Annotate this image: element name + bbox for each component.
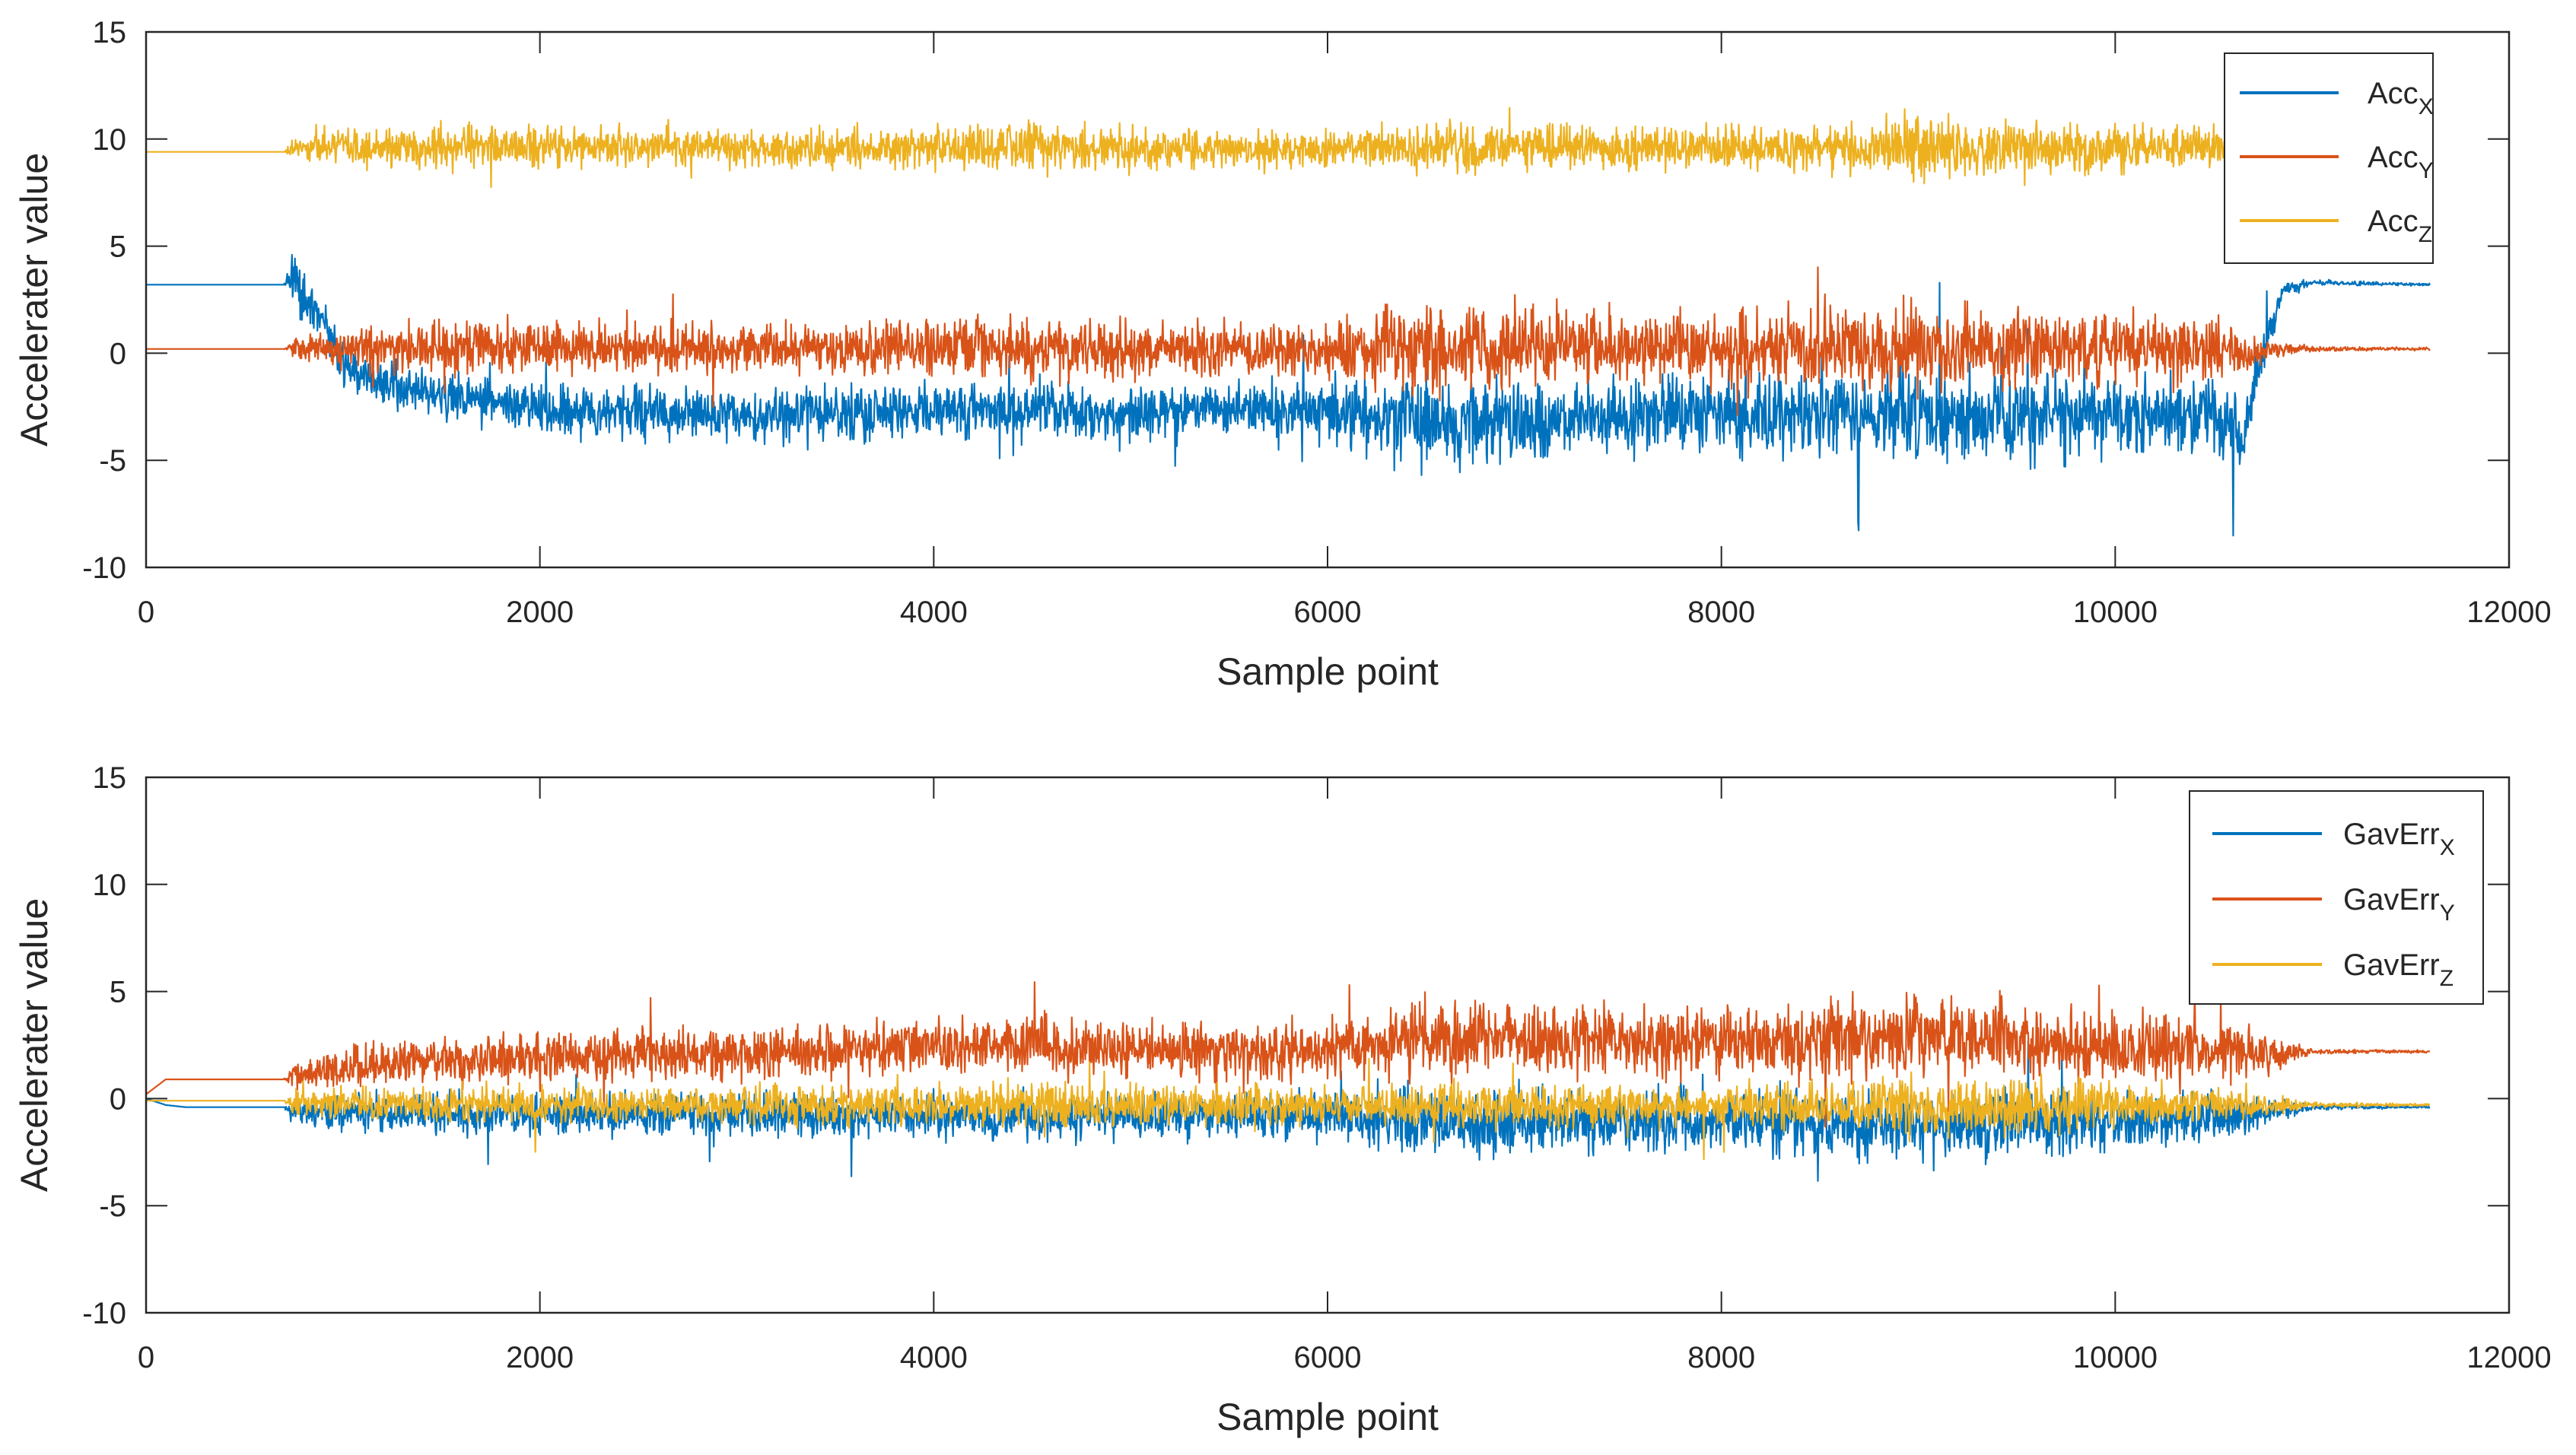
y-axis-label: Accelerater value <box>13 153 56 446</box>
y-tick-label: 10 <box>93 123 127 157</box>
legend-label: AccX <box>2368 77 2434 119</box>
series-line-acc-y <box>145 266 2431 416</box>
y-tick-label: -5 <box>99 444 126 478</box>
x-tick-label: 0 <box>138 596 154 629</box>
tick-group: 0 2000 4000 6000 8000 10000 12000 -10 -5 0 5 10 15 <box>82 761 2551 1374</box>
y-tick-label: 5 <box>110 976 126 1009</box>
y-tick-label: 5 <box>110 230 126 264</box>
x-tick-label: 10000 <box>2073 596 2158 629</box>
x-tick-label: 2000 <box>506 596 574 629</box>
legend-entry-gaverr-z: GavErrZ <box>2212 948 2454 991</box>
series-line-acc-z <box>145 106 2313 189</box>
y-axis-label: Accelerater value <box>13 898 56 1192</box>
legend-entry-acc-x: AccX <box>2240 77 2434 119</box>
x-tick-label: 6000 <box>1294 1341 1362 1374</box>
series-line-gaverr-z <box>145 1057 2431 1161</box>
x-tick-label: 8000 <box>1687 596 1755 629</box>
series-line-acc-x <box>145 253 2431 537</box>
y-tick-label: -10 <box>82 551 126 585</box>
plot-area <box>146 32 2509 567</box>
tick-group: 0 2000 4000 6000 8000 10000 12000 -10 -5 0 5 10 15 <box>82 16 2551 629</box>
legend-label: AccY <box>2368 141 2434 183</box>
x-tick-label: 4000 <box>900 596 968 629</box>
legend-label: GavErrZ <box>2343 948 2454 991</box>
legend-entry-gaverr-y: GavErrY <box>2212 883 2455 926</box>
y-tick-label: -5 <box>99 1190 126 1223</box>
y-tick-label: 15 <box>93 16 127 49</box>
legend-label: AccZ <box>2368 205 2432 247</box>
y-tick-label: -10 <box>82 1297 126 1330</box>
legend-entry-acc-y: AccY <box>2240 141 2434 183</box>
series-line-gaverr-y <box>145 981 2431 1128</box>
y-tick-label: 10 <box>93 869 127 902</box>
x-tick-label: 4000 <box>900 1341 968 1374</box>
y-tick-label: 0 <box>110 337 126 370</box>
x-tick-label: 12000 <box>2466 1341 2551 1374</box>
y-tick-label: 15 <box>93 761 127 795</box>
x-tick-label: 10000 <box>2073 1341 2158 1374</box>
series-group <box>145 981 2431 1182</box>
legend: AccX AccY AccZ <box>2224 52 2434 264</box>
legend-entry-gaverr-x: GavErrX <box>2212 818 2455 860</box>
x-tick-label: 2000 <box>506 1341 574 1374</box>
legend-entry-acc-z: AccZ <box>2240 205 2432 247</box>
x-tick-label: 6000 <box>1294 596 1362 629</box>
legend-label: GavErrX <box>2343 818 2455 860</box>
x-axis-label: Sample point <box>1216 650 1439 693</box>
acc-chart-panel: 0 2000 4000 6000 8000 10000 12000 -10 -5 0 5 10 15 S… <box>13 16 2552 693</box>
legend: GavErrX GavErrY GavErrZ <box>2189 790 2484 1005</box>
x-tick-label: 0 <box>138 1341 154 1374</box>
x-tick-label: 8000 <box>1687 1341 1755 1374</box>
legend-label: GavErrY <box>2343 883 2455 926</box>
x-axis-label: Sample point <box>1216 1396 1439 1438</box>
y-tick-label: 0 <box>110 1082 126 1116</box>
gaverr-chart-panel: 0 2000 4000 6000 8000 10000 12000 -10 -5 0 5 10 15 S… <box>13 761 2552 1438</box>
series-group <box>145 106 2431 537</box>
x-tick-label: 12000 <box>2466 596 2551 629</box>
